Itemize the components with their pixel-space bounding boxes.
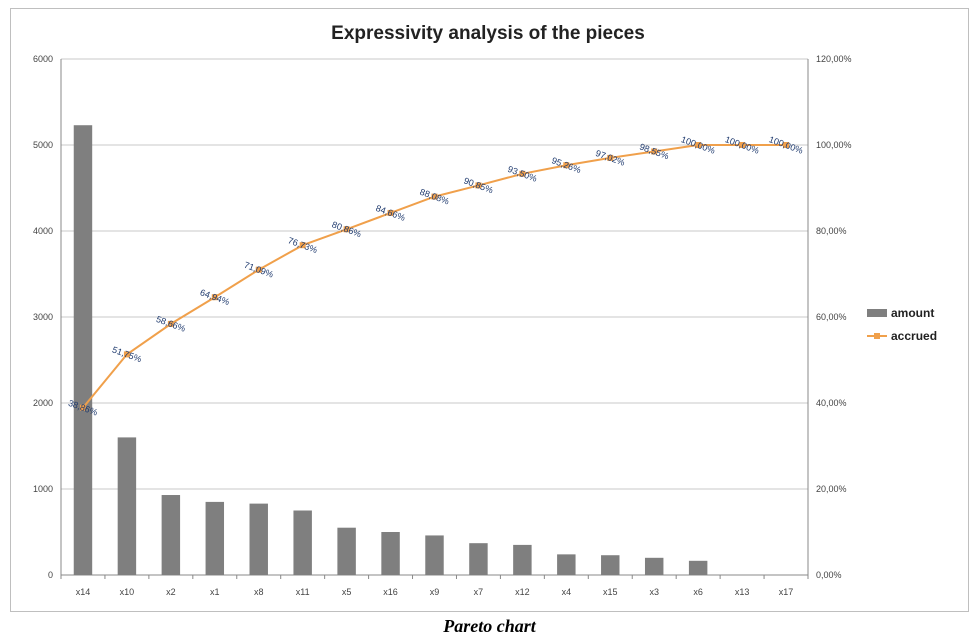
pareto-chart: Expressivity analysis of the pieces 0 100… bbox=[33, 23, 937, 597]
y2-tick-label: 80,00% bbox=[816, 226, 847, 236]
bar bbox=[381, 532, 400, 575]
data-label: 97,02% bbox=[594, 148, 626, 168]
x-tick-label: x5 bbox=[342, 587, 352, 597]
gridlines bbox=[61, 58, 808, 576]
x-tick-label: x2 bbox=[166, 587, 176, 597]
line-marker bbox=[123, 351, 130, 358]
data-label: 84,66% bbox=[375, 203, 407, 223]
x-tick-label: x10 bbox=[120, 587, 135, 597]
y-tick-label: 5000 bbox=[33, 140, 53, 150]
y2-tick-label: 100,00% bbox=[816, 140, 852, 150]
data-label: 88,08% bbox=[418, 187, 450, 207]
x-tick-label: x3 bbox=[649, 587, 659, 597]
bar bbox=[249, 503, 268, 575]
y-tick-label: 1000 bbox=[33, 484, 53, 494]
bar bbox=[601, 555, 620, 575]
y-tick-label: 2000 bbox=[33, 398, 53, 408]
y-tick-label: 0 bbox=[48, 570, 53, 580]
line-marker bbox=[695, 142, 702, 148]
data-label: 100,00% bbox=[768, 134, 805, 156]
data-label: 100,00% bbox=[680, 134, 717, 156]
y-tick-label: 4000 bbox=[33, 226, 53, 236]
data-label: 80,86% bbox=[331, 219, 363, 239]
bar bbox=[293, 510, 312, 575]
legend-marker-accrued bbox=[874, 333, 880, 339]
x-tick-label: x14 bbox=[76, 587, 91, 597]
y2-tick-label: 20,00% bbox=[816, 484, 847, 494]
data-label: 100,00% bbox=[724, 134, 761, 156]
line-marker bbox=[475, 182, 482, 189]
x-tick-label: x17 bbox=[779, 587, 794, 597]
line-series: 38,86%51,75%58,66%64,94%71,09%76,73%80,8… bbox=[67, 134, 805, 417]
x-tick-label: x11 bbox=[296, 587, 310, 597]
line-marker bbox=[431, 193, 438, 200]
line-marker bbox=[519, 170, 526, 177]
x-tick-label: x12 bbox=[515, 587, 530, 597]
y2-tick-label: 0,00% bbox=[816, 570, 842, 580]
bar bbox=[73, 125, 93, 575]
bar bbox=[117, 437, 137, 575]
bar bbox=[425, 535, 444, 575]
bar bbox=[688, 560, 708, 575]
bar bbox=[557, 554, 576, 575]
chart-frame: Expressivity analysis of the pieces 0 100… bbox=[10, 8, 969, 612]
line-marker bbox=[79, 404, 86, 411]
figure-caption: Pareto chart bbox=[443, 616, 536, 636]
bar bbox=[161, 495, 181, 575]
x-tick-label: x7 bbox=[474, 587, 484, 597]
y2-tick-label: 120,00% bbox=[816, 54, 852, 64]
line-marker bbox=[211, 294, 218, 301]
y2-tick-label: 40,00% bbox=[816, 398, 847, 408]
line-marker bbox=[607, 154, 614, 161]
x-tick-label: x1 bbox=[210, 587, 220, 597]
bar bbox=[469, 543, 488, 575]
x-tick-label: x13 bbox=[735, 587, 750, 597]
x-tick-label: x16 bbox=[383, 587, 398, 597]
x-tick-label: x6 bbox=[693, 587, 703, 597]
bar bbox=[644, 557, 664, 575]
line-marker bbox=[387, 209, 394, 216]
legend-swatch-amount bbox=[867, 309, 887, 317]
y-tick-label: 3000 bbox=[33, 312, 53, 322]
x-tick-label: x8 bbox=[254, 587, 264, 597]
line-marker bbox=[563, 162, 570, 169]
legend-label-accrued: accrued bbox=[891, 329, 937, 343]
x-tick-label: x15 bbox=[603, 587, 618, 597]
line-marker bbox=[255, 266, 262, 273]
line-marker bbox=[343, 226, 350, 233]
line-marker bbox=[299, 242, 306, 249]
data-label: 93,50% bbox=[506, 164, 538, 184]
line-marker bbox=[783, 142, 790, 148]
legend: amount accrued bbox=[867, 306, 937, 343]
line-marker bbox=[167, 320, 174, 327]
bar bbox=[337, 527, 356, 575]
chart-title: Expressivity analysis of the pieces bbox=[331, 23, 645, 44]
bar bbox=[513, 544, 532, 575]
data-label: 90,85% bbox=[462, 176, 494, 196]
bar-series bbox=[73, 125, 708, 575]
bar bbox=[205, 501, 225, 575]
line-marker bbox=[739, 142, 746, 148]
y2-tick-label: 60,00% bbox=[816, 312, 847, 322]
axes: 0 1000 2000 3000 4000 5000 6000 0,00% 20,00% 40,0… bbox=[33, 54, 852, 597]
y-tick-label: 6000 bbox=[33, 54, 53, 64]
line-marker bbox=[651, 148, 658, 155]
x-tick-label: x9 bbox=[430, 587, 440, 597]
accrued-line bbox=[82, 144, 787, 409]
data-label: 95,26% bbox=[550, 155, 582, 175]
x-tick-label: x4 bbox=[562, 587, 572, 597]
legend-label-amount: amount bbox=[891, 306, 934, 320]
